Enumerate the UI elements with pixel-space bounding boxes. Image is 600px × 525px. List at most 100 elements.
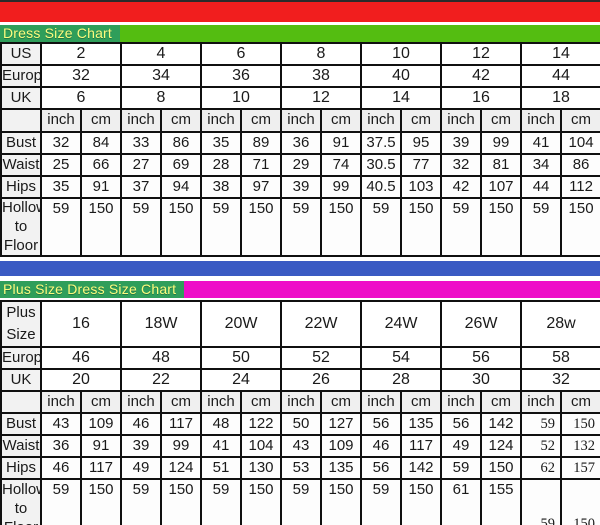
row-label-line: UK [10,88,32,106]
table-row: Hollowto Floor59150591505915059150591505… [0,196,600,258]
unit-header-cell: cm [560,390,600,415]
measurement-cell: 104 [240,434,283,459]
size-header-cell: 16 [440,86,523,110]
size-header-cell: 22W [280,300,363,349]
table-row: UK 20 22 24 26 28 30 32 [0,368,600,393]
measurement-cell: 91 [80,175,122,199]
measurement-cell: 99 [160,434,203,459]
row-label-line: Europe [2,66,39,84]
row-label-line: Waist [2,436,40,454]
top-red-bar [0,2,600,22]
size-header-cell: 52 [280,346,363,371]
measurement-cell: 104 [560,131,600,155]
measurement-cell: 52 [520,434,563,459]
unit-header-cell: cm [160,108,202,133]
measurement-cell: 94 [160,175,202,199]
measurement-cell: 150 [480,196,523,258]
measurement-cell: 42 [440,175,483,199]
measurement-cell: 150 [399,196,443,258]
size-header-cell: 4 [120,42,202,66]
unit-header-cell: inch [360,390,403,415]
row-label: Bust [0,412,42,437]
unit-header-cell: cm [80,108,122,133]
row-label-line: to Floor [3,217,39,254]
row-label-line: Hollow [2,481,39,499]
unit-header-cell: cm [480,108,523,133]
measurement-cell: 59 [520,478,563,525]
measurement-cell: 59 [200,478,243,525]
size-header-cell: 8 [280,42,362,66]
size-header-cell: 18W [120,300,203,349]
measurement-cell: 132 [560,434,600,459]
unit-header-cell: inch [360,108,402,133]
size-header-cell: 28 [360,368,443,393]
size-header-cell: 56 [440,346,523,371]
measurement-cell: 81 [480,153,523,177]
size-header-cell: 48 [120,346,203,371]
measurement-cell: 59 [40,478,82,525]
measurement-cell: 66 [80,153,122,177]
table-row: inch cm inch cm inch cm inch cm inch cm inch cm inch… [0,108,600,133]
row-label: Hollowto Floor [0,196,42,258]
row-label-line: Size [6,326,36,344]
measurement-cell: 46 [360,434,403,459]
unit-header-cell: cm [240,390,283,415]
measurement-cell: 32 [40,131,82,155]
size-header-cell: 58 [520,346,600,371]
unit-header-cell: cm [480,390,523,415]
measurement-cell: 99 [320,175,362,199]
unit-header-cell: inch [200,390,243,415]
row-label-line: Hips [5,177,36,195]
row-label: Europe [0,346,42,371]
measurement-cell: 127 [320,412,363,437]
measurement-cell: 150 [320,196,362,258]
unit-header-cell: inch [40,390,82,415]
measurement-cell: 124 [160,456,203,481]
measurement-cell: 150 [160,196,202,258]
row-label-line: Bust [5,133,36,151]
size-header-cell: 38 [280,64,362,88]
measurement-cell: 56 [360,412,403,437]
row-label: UK [0,368,42,393]
measurement-cell: 142 [480,412,523,437]
size-header-cell: 8 [120,86,202,110]
measurement-cell: 59 [440,196,483,258]
size-header-cell: 36 [200,64,282,88]
measurement-cell: 51 [200,456,243,481]
row-label-line: Plus [6,304,36,322]
table-row: Europe32343638404244 [0,64,600,88]
measurement-cell: 112 [560,175,600,199]
measurement-cell: 59 [520,196,563,258]
table-row: Waist 36 91 39 99 41 104 43 109 46 117 49 124 52 132 [0,434,600,459]
measurement-cell: 36 [40,434,82,459]
table-row: inch cm inch cm inch cm inch cm inch cm inch cm inch… [0,390,600,415]
measurement-cell: 99 [480,131,523,155]
measurement-cell: 59 [200,196,242,258]
size-header-cell: 20 [39,368,123,393]
size-header-cell: 32 [40,64,122,88]
measurement-cell: 46 [40,456,82,481]
table-row: Hips 46 117 49 124 51 130 53 135 56 142 59 150 62 157 [0,456,600,481]
measurement-cell: 150 [560,478,600,525]
table-row: Bust 32 84 33 86 35 89 36 91 37.5 95 39 99 41 104 [0,131,600,155]
top-dark-line [0,0,600,2]
measurement-cell: 107 [480,175,523,199]
measurement-cell: 150 [240,478,283,525]
size-header-cell: 6 [40,86,122,110]
row-label-line: Hollow [2,199,39,216]
green-bar [120,25,600,42]
measurement-cell: 157 [560,456,600,481]
row-label [0,108,42,133]
table-row: Europe46485052545658 [0,346,600,371]
measurement-cell: 89 [240,131,282,155]
size-header-cell: 14 [520,42,600,66]
measurement-cell: 74 [320,153,362,177]
size-header-cell: 26 [280,368,363,393]
size-header-cell: 6 [200,42,282,66]
size-header-cell: 46 [39,346,123,371]
size-header-cell: 28w [520,300,600,349]
measurement-cell: 49 [120,456,163,481]
measurement-cell: 117 [160,412,203,437]
measurement-cell: 59 [280,478,323,525]
measurement-cell: 36 [280,131,322,155]
